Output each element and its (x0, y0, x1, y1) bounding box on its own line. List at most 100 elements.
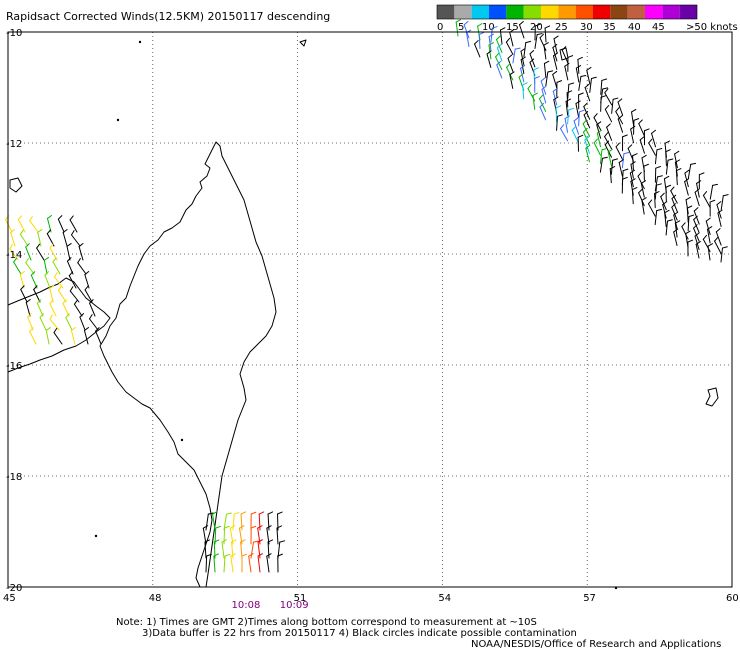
wind-barb-flag (276, 525, 282, 529)
wind-barb-flag (585, 144, 591, 149)
wind-barb-flag (68, 271, 74, 277)
wind-barb-flag (684, 178, 690, 183)
wind-barb-flag (543, 42, 549, 46)
wind-barb-flag (204, 539, 210, 543)
wind-barb-flag (509, 71, 515, 76)
wind-barb-flag (538, 94, 544, 100)
africa-coastline (7, 277, 111, 373)
wind-barb-flag (606, 123, 611, 128)
wind-barb-flag (674, 159, 681, 163)
wind-barb-flag (73, 299, 78, 305)
wind-barb-flag (239, 525, 245, 529)
wind-barb-flag (25, 299, 31, 304)
legend-swatch (662, 5, 680, 19)
wind-barb-flag (224, 525, 230, 529)
wind-barb-flag (529, 50, 535, 55)
wind-barb-flag (593, 113, 598, 119)
wind-barb (637, 175, 645, 190)
wind-barb (257, 555, 261, 573)
wind-barb (534, 34, 538, 49)
wind-barb-flag (266, 525, 272, 529)
wind-barb-flag (213, 553, 219, 557)
lat-tick-label: -12 (6, 139, 22, 150)
wind-barb (571, 129, 580, 144)
lon-tick-label: 60 (726, 593, 739, 604)
wind-barb (596, 132, 602, 148)
wind-barb-flag (95, 327, 100, 332)
wind-barb-flag (533, 67, 539, 71)
wind-barb-flag (664, 140, 670, 144)
wind-barb-flag (534, 23, 541, 27)
lat-tick-label: -20 (6, 583, 22, 594)
wind-barb-flag (231, 539, 237, 543)
wind-barb-flag (79, 313, 85, 318)
wind-barb (564, 65, 569, 81)
wind-barb-flag (693, 215, 698, 221)
legend-swatch (541, 5, 559, 19)
wind-barb-flag (656, 148, 663, 151)
wind-barb-flag (70, 327, 76, 331)
wind-barb-flag (657, 175, 663, 178)
wind-barb (593, 117, 602, 131)
legend-label: 35 (603, 22, 616, 33)
wind-barb (640, 182, 645, 198)
wind-barb-flag (495, 52, 500, 58)
wind-barb-flag (520, 64, 526, 69)
wind-barb (639, 139, 645, 154)
wind-barb (20, 288, 28, 303)
wind-barb-flag (604, 132, 609, 138)
island-comoros (9, 177, 23, 193)
wind-barb (545, 71, 549, 87)
wind-barb-flag (564, 115, 570, 120)
wind-barb (33, 288, 41, 303)
wind-barb-flag (601, 78, 608, 81)
wind-barb-flag (207, 512, 214, 515)
wind-barb-flag (602, 87, 609, 90)
wind-barb (618, 162, 623, 177)
wind-barb (654, 184, 658, 200)
wind-barb-flag (496, 60, 501, 66)
wind-barb (29, 220, 39, 233)
wind-barb-flag (202, 525, 209, 529)
wind-barb-flag (662, 201, 668, 206)
wind-barb (474, 43, 481, 58)
wind-barb-flag (66, 243, 72, 247)
wind-barb-flag (568, 107, 575, 111)
wind-barb (585, 147, 590, 163)
note-line-1: Note: 1) Times are GMT 2)Times along bot… (116, 617, 537, 628)
wind-barb (714, 240, 722, 255)
wind-barb (523, 42, 527, 57)
wind-barb (506, 66, 514, 81)
wind-barb (539, 37, 547, 51)
wind-barb (17, 219, 26, 233)
wind-barb-flag (643, 163, 650, 167)
wind-barb (665, 159, 669, 175)
wind-barb-flag (486, 50, 492, 55)
wind-barb-flag (250, 525, 257, 529)
map-border (7, 31, 733, 588)
wind-barb (604, 108, 613, 123)
lon-tick-label: 54 (438, 593, 451, 604)
wind-barb (248, 555, 252, 573)
wind-barb-flag (19, 229, 24, 235)
legend-swatch (437, 5, 455, 19)
wind-barb (70, 234, 81, 247)
wind-barb (543, 44, 547, 60)
wind-barb (660, 196, 667, 211)
wind-barb-flag (670, 186, 675, 192)
wind-barb-flag (25, 257, 29, 264)
wind-barb (573, 120, 580, 135)
wind-barb-flag (539, 33, 544, 39)
wind-barb (631, 189, 634, 205)
wind-barb-flag (89, 299, 94, 304)
wind-barb (664, 212, 667, 228)
wind-barb-flag (674, 220, 681, 224)
wind-barb-flag (577, 134, 584, 138)
wind-barb (552, 74, 558, 89)
wind-barb-flag (655, 166, 661, 169)
wind-barb-flag (607, 148, 613, 153)
wind-barb-flag (690, 162, 697, 165)
note-line-3: NOAA/NESDIS/Office of Research and Appli… (471, 639, 721, 650)
wind-barb (486, 53, 492, 68)
wind-barb (673, 231, 678, 247)
